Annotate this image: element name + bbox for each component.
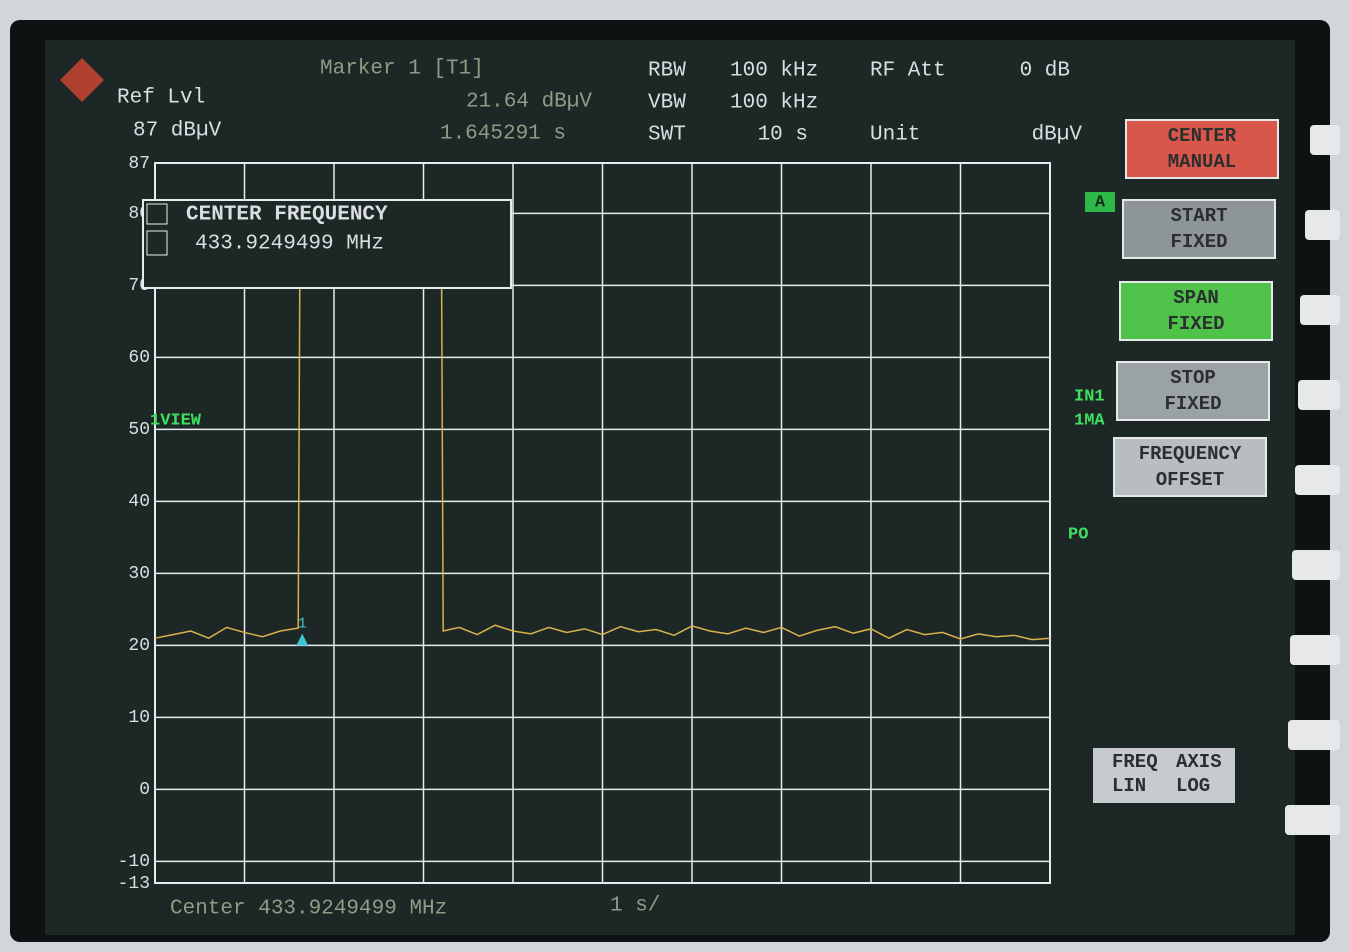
axis-key-label: AXIS (1176, 751, 1222, 773)
rf-att: 0 dB (1020, 60, 1070, 83)
softkey-label: FREQUENCY (1139, 443, 1242, 465)
marker-label: 1 (298, 616, 307, 633)
po-label: PO (1068, 525, 1088, 544)
rbw: 100 kHz (730, 60, 818, 83)
swt-label: SWT (648, 124, 686, 147)
y-tick-label: -10 (118, 852, 150, 872)
y-tick-label: 20 (128, 636, 150, 656)
softkey-label: START (1170, 205, 1227, 227)
axis-key-label: LOG (1176, 775, 1210, 797)
softkey-label: FIXED (1170, 231, 1227, 253)
marker-time: 1.645291 s (440, 123, 566, 146)
softkey-label: SPAN (1173, 287, 1219, 309)
trace-label: A (1095, 193, 1106, 212)
softkey-label: STOP (1170, 367, 1216, 389)
y-tick-label: 87 (128, 154, 150, 174)
ref-value: 87 dBµV (133, 120, 222, 143)
softkey-label: FIXED (1167, 313, 1224, 335)
dialog-value: 433.9249499 MHz (195, 233, 384, 256)
y-tick-label: 30 (128, 564, 150, 584)
marker-label: Marker 1 [T1] (320, 58, 484, 81)
unit-label: Unit (870, 124, 920, 147)
softkey-label: FIXED (1164, 393, 1221, 415)
rbw-label: RBW (648, 60, 686, 83)
softkey-label: MANUAL (1168, 151, 1236, 173)
view-label: 1VIEW (150, 411, 202, 430)
axis-key-label: LIN (1112, 775, 1146, 797)
input-label: IN1 (1074, 387, 1105, 406)
y-tick-label: 10 (128, 708, 150, 728)
mode-label: 1MA (1074, 411, 1105, 430)
dialog-title: CENTER FREQUENCY (186, 204, 388, 227)
softkey-label: OFFSET (1156, 469, 1224, 491)
y-tick-label: 40 (128, 492, 150, 512)
marker-level: 21.64 dBµV (466, 91, 592, 114)
ref-label: Ref Lvl (117, 87, 205, 110)
axis-key-label: FREQ (1112, 751, 1158, 773)
vbw-label: VBW (648, 92, 686, 115)
softkey-label: CENTER (1168, 125, 1237, 147)
footer-sweep: 1 s/ (610, 895, 660, 918)
rf-att-label: RF Att (870, 60, 946, 83)
y-tick-label: 60 (128, 348, 150, 368)
vbw: 100 kHz (730, 92, 818, 115)
y-tick-label: -13 (118, 874, 150, 894)
screen-photo: Marker 1 [T1] 21.64 dBµV 1.645291 s Ref … (0, 0, 1349, 947)
y-tick-label: 0 (139, 780, 150, 800)
y-tick-label: 50 (128, 420, 150, 440)
swt: 10 s (758, 124, 808, 147)
footer-center: Center 433.9249499 MHz (170, 898, 447, 921)
unit: dBµV (1032, 124, 1083, 147)
